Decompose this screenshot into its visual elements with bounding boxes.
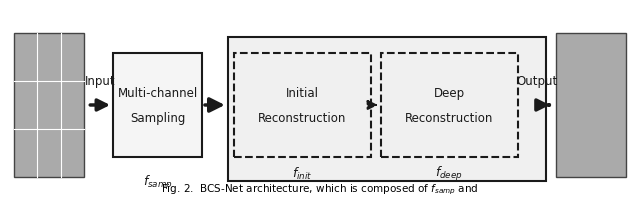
Text: Fig. 2.  BCS-Net architecture, which is composed of $f_{samp}$ and: Fig. 2. BCS-Net architecture, which is c… <box>161 182 479 197</box>
FancyBboxPatch shape <box>228 37 546 181</box>
Text: $f_{deep}$: $f_{deep}$ <box>435 165 463 183</box>
Text: Input: Input <box>85 75 115 88</box>
Text: Reconstruction: Reconstruction <box>405 113 493 125</box>
FancyBboxPatch shape <box>556 33 626 177</box>
Text: Sampling: Sampling <box>130 113 185 125</box>
FancyBboxPatch shape <box>234 53 371 157</box>
Text: Output: Output <box>516 75 557 88</box>
Text: $f_{samp}$: $f_{samp}$ <box>143 174 173 192</box>
FancyBboxPatch shape <box>381 53 518 157</box>
Text: Deep: Deep <box>433 86 465 100</box>
Text: $f_{init}$: $f_{init}$ <box>292 166 313 182</box>
Text: Initial: Initial <box>286 86 319 100</box>
FancyBboxPatch shape <box>14 33 84 177</box>
Text: Reconstruction: Reconstruction <box>259 113 347 125</box>
Text: Multi-channel: Multi-channel <box>117 86 198 100</box>
FancyBboxPatch shape <box>113 53 202 157</box>
